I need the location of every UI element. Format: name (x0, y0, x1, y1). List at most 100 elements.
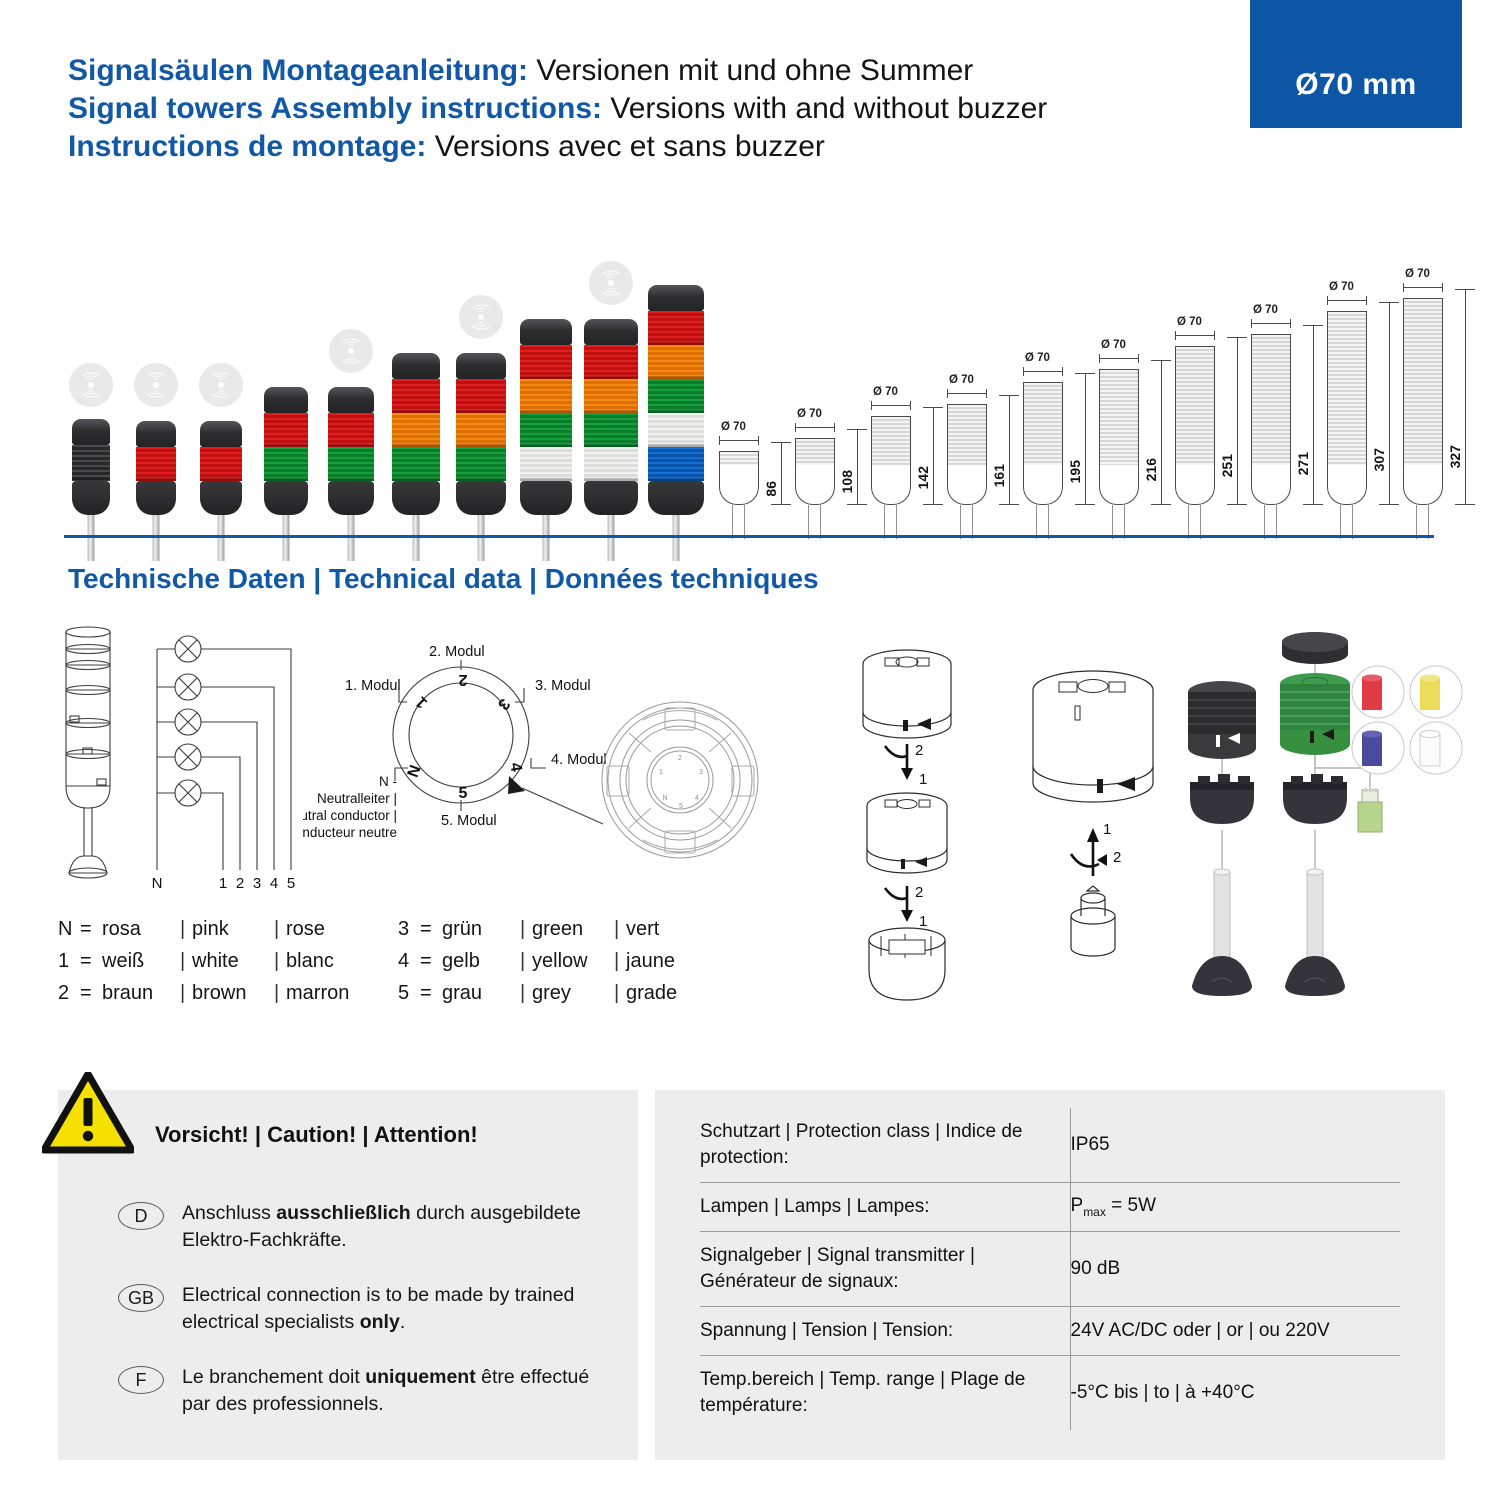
tower-segment-green (584, 413, 638, 447)
dimension-figure-327: Ø 70 327 (1403, 244, 1477, 539)
height-value: 86 (763, 480, 779, 497)
spec-row: Signalgeber | Signal transmitter | Génér… (700, 1231, 1400, 1307)
buzzer-badge-icon (199, 363, 243, 407)
svg-text:1: 1 (659, 769, 663, 776)
tower-pole (152, 515, 160, 561)
tower-base (648, 481, 704, 515)
module-ring-diagram: 1. Modul 2. Modul 3. Modul 4. Modul 5. M… (303, 644, 607, 840)
dim-cable (743, 505, 745, 539)
dim-cable (1340, 505, 1342, 539)
wire-colour-fr: marron (286, 982, 350, 1004)
title-fr-rest: Versions avec et sans buzzer (426, 130, 825, 163)
wire-separator: | (520, 918, 526, 940)
wire-equals: = (420, 950, 432, 972)
dim-tick (910, 401, 911, 410)
height-dim-line (1465, 290, 1466, 505)
socket-detail-drawing: 2 1 3 N 4 5 (601, 701, 759, 859)
wiring-schematic: N 1 2 3 4 5 (65, 626, 295, 892)
tower-base (72, 481, 110, 515)
tower-pole (672, 515, 680, 561)
buzzer-badge-icon (134, 363, 178, 407)
diameter-dim-line (719, 440, 759, 441)
tower-base (584, 481, 638, 515)
dim-arrow (1227, 504, 1247, 505)
spec-value: 24V AC/DC oder | or | ou 220V (1070, 1306, 1400, 1356)
tower-base (520, 481, 572, 515)
dim-tube (1023, 382, 1063, 467)
tower-segment-green (456, 447, 506, 481)
ring-mark-4: 4 (506, 761, 524, 773)
wire-separator: | (614, 982, 620, 1004)
dim-tube (1175, 346, 1215, 467)
tower-segment-green (520, 413, 572, 447)
black-module (1188, 681, 1256, 759)
tower-base (136, 481, 176, 515)
dim-tube (795, 438, 835, 467)
exploded-module-diagram (1188, 632, 1463, 996)
wire-separator: | (274, 982, 280, 1004)
wire-colour-de: braun (102, 982, 154, 1004)
tower-segment-white (520, 447, 572, 481)
specifications-table: Schutzart | Protection class | Indice de… (700, 1108, 1400, 1430)
dim-arrow (1075, 373, 1095, 374)
wire-equals: = (420, 982, 432, 1004)
wire-number: 5 (398, 982, 410, 1004)
wire-colour-de: gelb (442, 950, 480, 972)
dim-tick (871, 401, 872, 410)
wire-number: N (58, 918, 73, 940)
tower-body (584, 319, 638, 515)
spec-row: Lampen | Lamps | Lampes: Pmax = 5W (700, 1182, 1400, 1232)
spec-row: Temp.bereich | Temp. range | Plage de te… (700, 1355, 1400, 1430)
dim-cable (960, 505, 962, 539)
dimension-figure-307: Ø 70 307 (1327, 257, 1401, 539)
dim-tick (986, 389, 987, 398)
dim-arrow (1455, 504, 1475, 505)
caution-panel (58, 1090, 638, 1460)
assembly-removal-diagram: 1 2 (1032, 670, 1154, 957)
neutral-note-3: Conducteur neutre (303, 825, 397, 840)
dim-cable (1112, 505, 1114, 539)
dim-arrow (923, 407, 943, 408)
dim-tick (795, 423, 796, 432)
tower-segment-red (136, 447, 176, 481)
signal-tower-7 (456, 353, 506, 561)
dim-arrow (1379, 302, 1399, 303)
wire-colour-en: brown (192, 982, 247, 1004)
diameter-label: Ø 70 (1025, 352, 1050, 364)
dim-tick (1366, 296, 1367, 305)
spec-value: -5°C bis | to | à +40°C (1070, 1382, 1255, 1403)
tower-segment-orange (392, 413, 440, 447)
dim-foot (1023, 465, 1063, 505)
dim-tick (947, 389, 948, 398)
language-badge-d: D (118, 1202, 164, 1230)
dim-foot (947, 465, 987, 505)
dim-arrow (999, 395, 1019, 396)
ring-mark-5: 5 (459, 785, 468, 802)
tower-body (200, 421, 242, 515)
tower-segment-orange (648, 345, 704, 379)
wire-legend-row-N: N = rosa | pink | rose (58, 918, 398, 941)
height-dim-line (1085, 374, 1086, 505)
ring-mark-N: N (405, 763, 425, 780)
dim-arrow (999, 504, 1019, 505)
spec-value: 90 dB (1070, 1231, 1400, 1307)
wire-colour-fr: blanc (286, 950, 334, 972)
mounting-pole-right (1285, 868, 1345, 996)
diameter-label: Ø 70 (1177, 316, 1202, 328)
buzzer-badge-icon (459, 295, 503, 339)
dim-cable (884, 505, 886, 539)
tower-pole (477, 515, 485, 561)
signal-tower-2 (136, 421, 176, 561)
wire-colour-en: grey (532, 982, 571, 1004)
tower-cap (328, 387, 374, 413)
section-title-technical-data: Technische Daten | Technical data | Donn… (68, 563, 819, 594)
dimension-figure-161: Ø 70 161 (947, 350, 1021, 539)
height-value: 251 (1219, 453, 1235, 478)
dimension-figure-251: Ø 70 251 (1175, 292, 1249, 539)
dim-tick (1251, 319, 1252, 328)
wire-separator: | (180, 950, 186, 972)
height-value: 195 (1067, 460, 1083, 484)
height-dim-line (1313, 326, 1314, 505)
dim-foot (1403, 465, 1443, 505)
dimension-figure-271: Ø 70 271 (1251, 280, 1325, 539)
